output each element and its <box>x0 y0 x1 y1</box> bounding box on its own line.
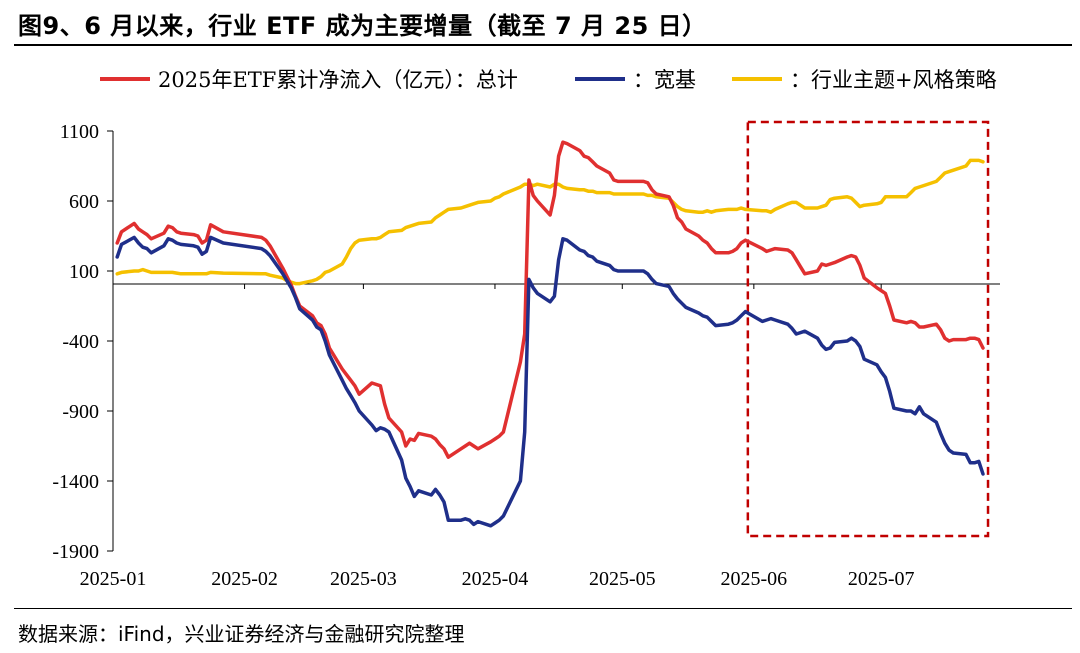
x-tick-label: 2025-03 <box>330 568 397 590</box>
x-tick-label: 2025-05 <box>589 568 656 590</box>
y-tick-label: -400 <box>62 331 99 353</box>
x-tick-label: 2025-06 <box>721 568 788 590</box>
x-axis: 2025-01 2025-02 2025-03 2025-04 2025-05 2025-… <box>80 283 1000 590</box>
legend-item-broad: ：宽基 <box>575 64 696 94</box>
x-tick-label: 2025-01 <box>80 568 147 590</box>
series-line-total <box>115 140 985 459</box>
legend-swatch-sector <box>732 77 782 81</box>
source-divider <box>14 608 1072 609</box>
chart-legend: 2025年ETF累计净流入（亿元）：总计 ：宽基 ：行业主题+风格策略 <box>0 64 1080 94</box>
title-bar: 图9、6 月以来，行业 ETF 成为主要增量（截至 7 月 25 日） <box>0 0 1080 46</box>
legend-label-total: 2025年ETF累计净流入（亿元）：总计 <box>158 68 518 92</box>
source-note: 数据来源：iFind，兴业证券经济与金融研究院整理 <box>18 622 465 646</box>
title-divider <box>14 44 1072 46</box>
chart-title: 图9、6 月以来，行业 ETF 成为主要增量（截至 7 月 25 日） <box>18 12 707 40</box>
series-lines <box>115 140 985 528</box>
legend-swatch-broad <box>575 77 625 81</box>
y-tick-label: 100 <box>69 261 99 283</box>
legend-label-broad: ：宽基 <box>633 68 696 92</box>
y-tick-label: -1900 <box>52 541 99 563</box>
x-tick-label: 2025-02 <box>211 568 278 590</box>
highlight-box <box>746 120 990 538</box>
y-tick-label: -900 <box>62 401 99 423</box>
y-tick-label: -1400 <box>52 471 99 493</box>
legend-swatch-total <box>100 77 150 81</box>
y-tick-label: 1100 <box>60 121 99 143</box>
x-tick-label: 2025-04 <box>462 568 529 590</box>
series-line-sector <box>115 158 985 286</box>
legend-item-sector: ：行业主题+风格策略 <box>732 64 997 94</box>
y-axis: 1100 600 100 -400 -900 -1400 -1900 <box>52 121 114 563</box>
y-tick-label: 600 <box>69 191 99 213</box>
series-line-broad <box>115 235 985 528</box>
x-tick-label: 2025-07 <box>848 568 915 590</box>
highlight-region <box>746 120 990 538</box>
legend-label-sector: ：行业主题+风格策略 <box>790 68 997 92</box>
legend-item-total: 2025年ETF累计净流入（亿元）：总计 <box>100 64 518 94</box>
